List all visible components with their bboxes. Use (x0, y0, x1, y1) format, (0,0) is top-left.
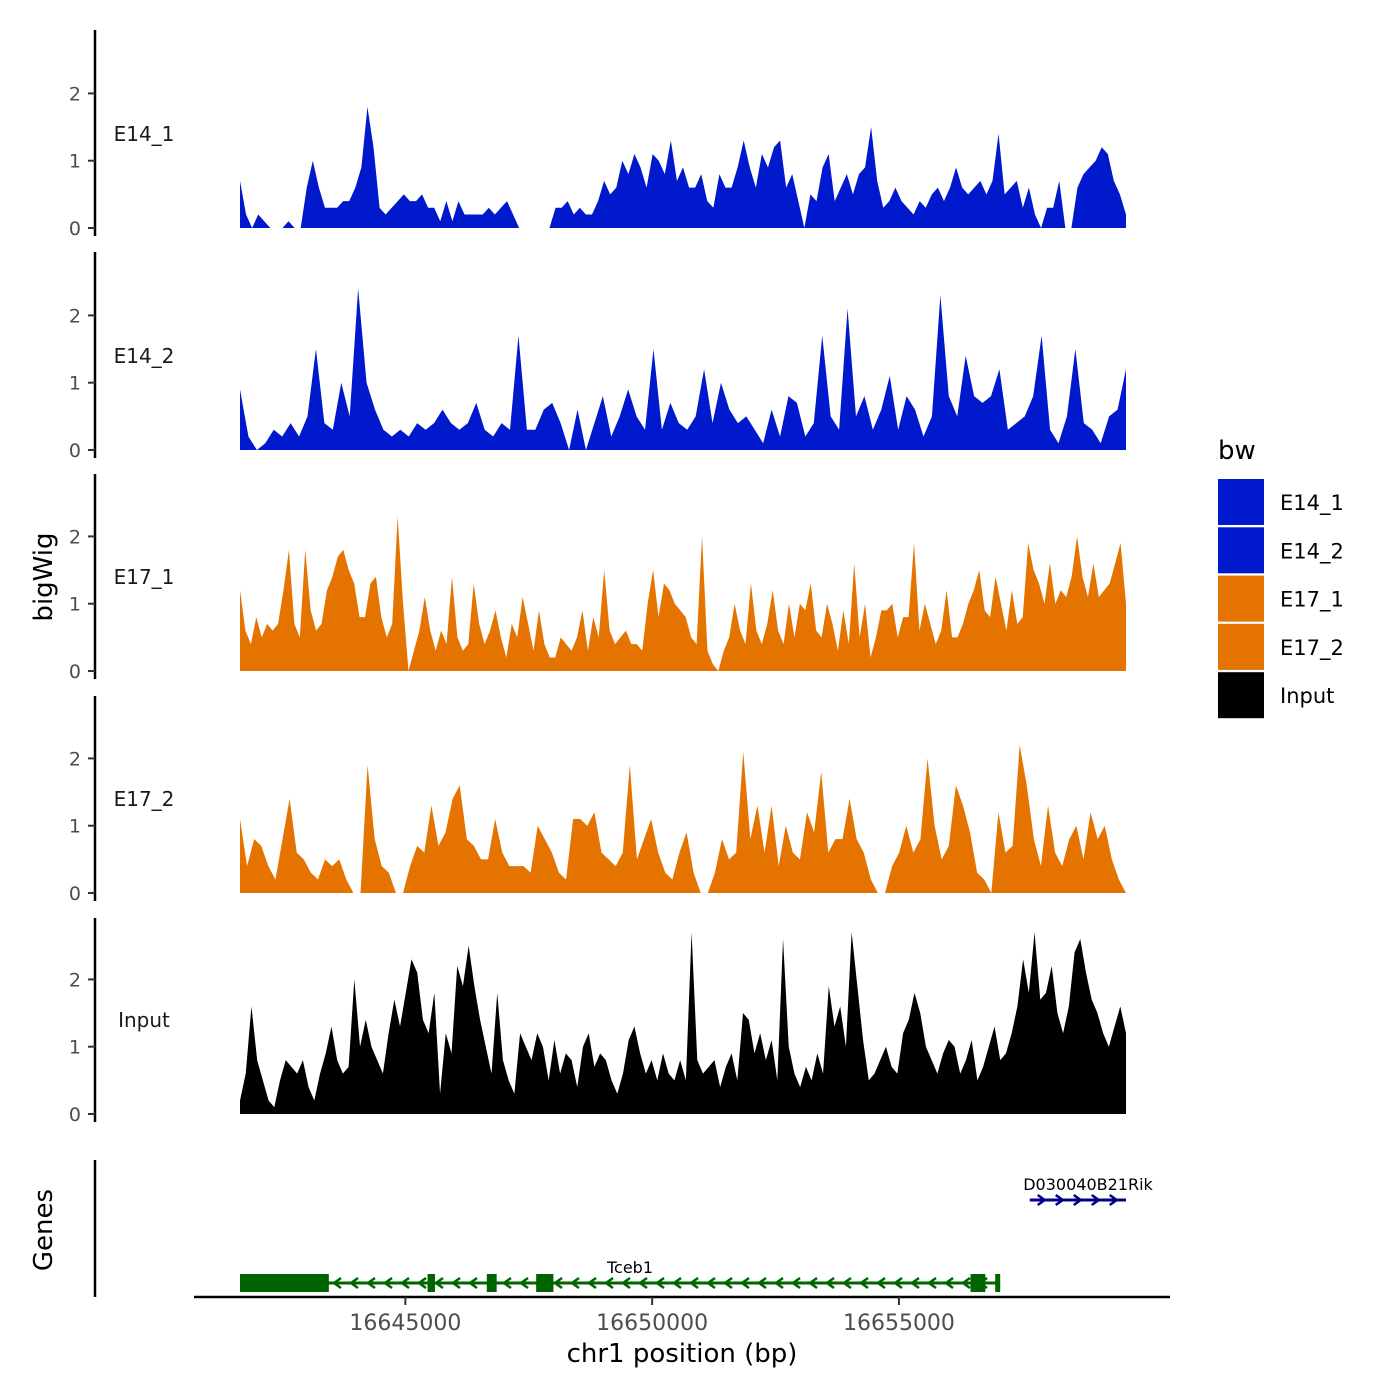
strand-chevron-D030040B21Rik (1109, 1193, 1119, 1207)
strand-chevron-Tceb1 (433, 1276, 444, 1290)
strand-chevron-Tceb1 (943, 1276, 954, 1290)
area-series-Input (240, 932, 1126, 1114)
strand-chevron-Tceb1 (926, 1276, 937, 1290)
strand-chevron-Tceb1 (399, 1276, 410, 1290)
strand-chevron-D030040B21Rik (1091, 1193, 1101, 1207)
strand-chevron-Tceb1 (620, 1276, 631, 1290)
strand-chevron-Tceb1 (348, 1276, 359, 1290)
strand-chevron-Tceb1 (875, 1276, 886, 1290)
strand-chevron-Tceb1 (365, 1276, 376, 1290)
strand-chevron-Tceb1 (858, 1276, 869, 1290)
strand-chevron-Tceb1 (569, 1276, 580, 1290)
strand-chevron-Tceb1 (960, 1276, 971, 1290)
gene-label-Tceb1: Tceb1 (606, 1258, 653, 1277)
strand-chevron-Tceb1 (467, 1276, 478, 1290)
strand-chevron-Tceb1 (654, 1276, 665, 1290)
x-axis-title: chr1 position (bp) (567, 1339, 798, 1369)
y-tick-label: 0 (69, 440, 81, 462)
strand-chevron-Tceb1 (671, 1276, 682, 1290)
strand-chevron-Tceb1 (518, 1276, 529, 1290)
strand-chevron-D030040B21Rik (1037, 1193, 1047, 1207)
strand-chevron-Tceb1 (892, 1276, 903, 1290)
legend-swatch-Input (1218, 672, 1264, 719)
track-label-E17_2: E17_2 (114, 787, 175, 811)
legend-label-E17_1: E17_1 (1280, 588, 1344, 613)
y-tick-label: 2 (69, 748, 81, 770)
y-tick-label: 1 (69, 1037, 81, 1059)
exon-Tceb1 (427, 1274, 435, 1292)
strand-chevron-Tceb1 (637, 1276, 648, 1290)
area-series-E17_1 (240, 516, 1126, 671)
y-tick-label: 0 (69, 218, 81, 240)
legend-label-E17_2: E17_2 (1280, 636, 1344, 661)
strand-chevron-Tceb1 (382, 1276, 393, 1290)
strand-chevron-D030040B21Rik (1073, 1193, 1083, 1207)
gene-label-D030040B21Rik: D030040B21Rik (1023, 1175, 1153, 1194)
strand-chevron-Tceb1 (688, 1276, 699, 1290)
y-tick-label: 1 (69, 151, 81, 173)
strand-chevron-Tceb1 (501, 1276, 512, 1290)
legend-swatch-E14_2 (1218, 527, 1264, 574)
exon-Tceb1 (240, 1274, 329, 1292)
y-tick-label: 2 (69, 969, 81, 991)
strand-chevron-Tceb1 (790, 1276, 801, 1290)
strand-chevron-Tceb1 (824, 1276, 835, 1290)
strand-chevron-Tceb1 (331, 1276, 342, 1290)
strand-chevron-D030040B21Rik (1055, 1193, 1065, 1207)
strand-chevron-Tceb1 (705, 1276, 716, 1290)
x-tick-label: 16655000 (843, 1311, 955, 1336)
exon-Tceb1 (970, 1274, 986, 1292)
y-tick-label: 1 (69, 816, 81, 838)
strand-chevron-Tceb1 (773, 1276, 784, 1290)
y-tick-label: 2 (69, 83, 81, 105)
strand-chevron-Tceb1 (603, 1276, 614, 1290)
legend-swatch-E14_1 (1218, 479, 1264, 525)
strand-chevron-Tceb1 (416, 1276, 427, 1290)
legend-swatch-E17_1 (1218, 575, 1264, 622)
x-tick-label: 16645000 (349, 1311, 461, 1336)
strand-chevron-Tceb1 (552, 1276, 563, 1290)
exon-Tceb1 (995, 1274, 1001, 1292)
y-tick-label: 0 (69, 1104, 81, 1126)
y-tick-label: 1 (69, 594, 81, 616)
y-tick-label: 0 (69, 883, 81, 905)
strand-chevron-Tceb1 (739, 1276, 750, 1290)
y-tick-label: 1 (69, 373, 81, 395)
legend-label-E14_2: E14_2 (1280, 539, 1344, 564)
strand-chevron-Tceb1 (909, 1276, 920, 1290)
area-series-E14_1 (240, 106, 1126, 228)
y-axis-title: bigWig (29, 532, 59, 621)
track-label-E14_1: E14_1 (114, 122, 175, 146)
track-label-E17_1: E17_1 (114, 565, 175, 589)
y-tick-label: 2 (69, 526, 81, 548)
y-tick-label: 0 (69, 661, 81, 683)
genes-axis-title: Genes (29, 1189, 59, 1271)
exon-Tceb1 (486, 1274, 497, 1292)
strand-chevron-Tceb1 (841, 1276, 852, 1290)
exon-Tceb1 (536, 1274, 554, 1292)
strand-chevron-Tceb1 (450, 1276, 461, 1290)
x-tick-label: 16650000 (596, 1311, 708, 1336)
track-label-E14_2: E14_2 (114, 344, 175, 368)
track-label-Input: Input (118, 1008, 170, 1032)
strand-chevron-Tceb1 (807, 1276, 818, 1290)
legend-label-Input: Input (1280, 684, 1334, 708)
y-tick-label: 2 (69, 305, 81, 327)
legend-swatch-E17_2 (1218, 623, 1264, 670)
area-series-E14_2 (240, 288, 1126, 450)
legend-title: bw (1218, 436, 1256, 466)
strand-chevron-Tceb1 (586, 1276, 597, 1290)
strand-chevron-Tceb1 (722, 1276, 733, 1290)
legend-label-E14_1: E14_1 (1280, 491, 1344, 516)
strand-chevron-Tceb1 (756, 1276, 767, 1290)
area-series-E17_2 (240, 744, 1126, 893)
